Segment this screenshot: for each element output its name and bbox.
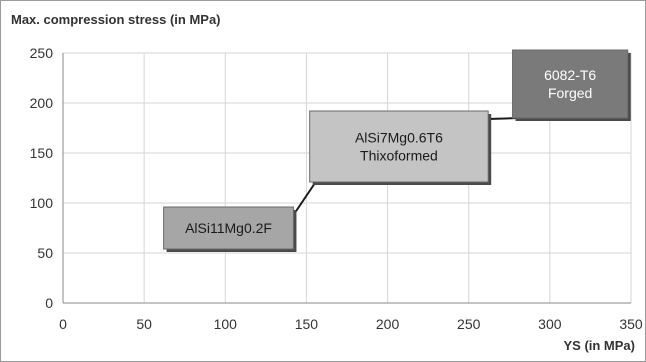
data-box-rect xyxy=(163,206,294,250)
x-tick-label: 350 xyxy=(619,316,643,332)
tick-labels: 0 50 100 150 200 250 300 350 0 50 100 150 200 250 xyxy=(30,45,643,332)
x-tick-label: 150 xyxy=(295,316,319,332)
data-box-rect xyxy=(309,110,489,183)
x-tick-label: 300 xyxy=(538,316,562,332)
x-tick-label: 100 xyxy=(214,316,238,332)
data-box-label-line: AlSi7Mg0.6T6 xyxy=(355,130,443,146)
data-box-label-line: Thixoformed xyxy=(360,148,438,164)
x-tick-label: 50 xyxy=(136,316,152,332)
data-box-rect xyxy=(512,49,629,119)
x-axis-title: YS (in MPa) xyxy=(563,338,635,353)
data-box-label: AlSi11Mg0.2F xyxy=(185,220,272,236)
data-box: 6082-T6 Forged xyxy=(512,49,631,121)
connector-line xyxy=(292,181,317,216)
y-tick-label: 100 xyxy=(30,195,54,211)
data-boxes: AlSi11Mg0.2F AlSi7Mg0.6T6 Thixoformed 6082-… xyxy=(163,49,631,252)
data-box-label-line: 6082-T6 xyxy=(544,67,596,83)
y-tick-label: 150 xyxy=(30,145,54,161)
data-box-label: AlSi7Mg0.6T6 Thixoformed xyxy=(355,130,443,164)
data-box: AlSi11Mg0.2F xyxy=(163,206,297,252)
x-tick-label: 0 xyxy=(59,316,67,332)
data-box: AlSi7Mg0.6T6 Thixoformed xyxy=(309,110,492,185)
y-tick-label: 250 xyxy=(30,45,54,61)
axes xyxy=(62,53,631,304)
y-tick-label: 200 xyxy=(30,95,54,111)
x-tick-label: 200 xyxy=(376,316,400,332)
y-tick-label: 0 xyxy=(45,295,53,311)
data-box-label-line: AlSi11Mg0.2F xyxy=(185,220,272,236)
x-tick-label: 250 xyxy=(457,316,481,332)
data-box-label: 6082-T6 Forged xyxy=(544,67,596,101)
data-box-label-line: Forged xyxy=(548,85,592,101)
y-axis-title: Max. compression stress (in MPa) xyxy=(11,12,221,27)
y-tick-label: 50 xyxy=(37,245,53,261)
